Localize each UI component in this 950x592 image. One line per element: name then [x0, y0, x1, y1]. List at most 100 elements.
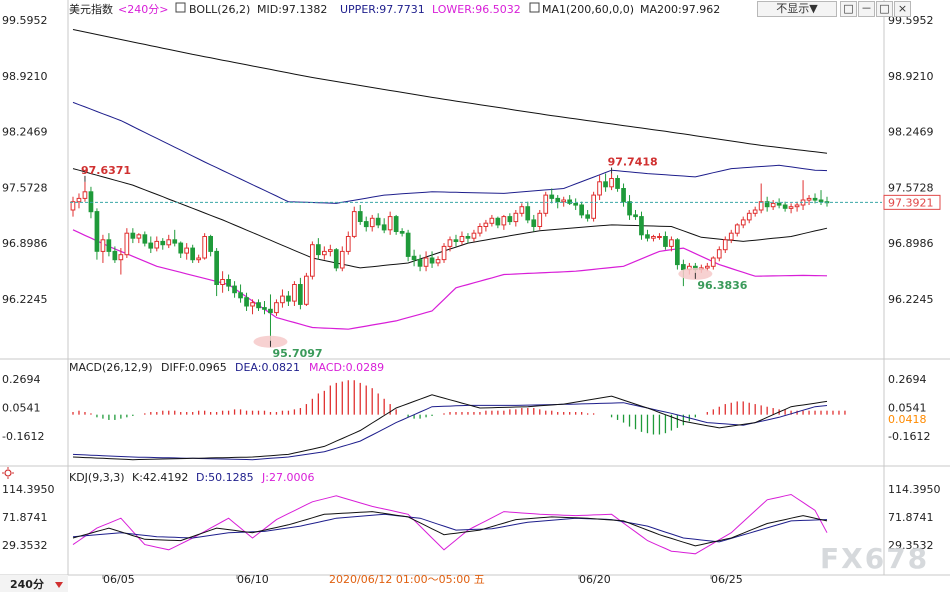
restore-button[interactable]: □ [876, 1, 893, 17]
candle-body [244, 297, 249, 307]
x-axis-label: 06/25 [711, 573, 743, 586]
candle [142, 231, 148, 247]
candle-body [710, 257, 716, 267]
candle [423, 251, 429, 272]
candle [405, 229, 411, 262]
candle-body [513, 212, 519, 223]
candle [621, 183, 626, 207]
candle-body [615, 178, 620, 189]
candle-body [142, 234, 148, 244]
kdj-d-path [72, 513, 828, 543]
panel-frames [0, 0, 950, 576]
candle [722, 236, 728, 254]
candlesticks [70, 173, 830, 341]
candle-body [250, 302, 255, 307]
main-header: 美元指数 <240分> BOLL(26,2) MID:97.1382 UPPER… [69, 2, 720, 16]
candle [716, 246, 722, 262]
candle [447, 236, 453, 252]
candle-body [381, 224, 387, 231]
candle [256, 299, 261, 311]
candle [292, 281, 297, 306]
candle-body [651, 236, 656, 239]
price-axis-right: 99.5952 98.9210 98.2469 97.5728 96.8986 96.22… [888, 14, 934, 306]
candle-body [806, 197, 812, 201]
period-badge[interactable]: 240分 [10, 577, 44, 591]
candle-body [465, 236, 471, 239]
candle-body [256, 302, 261, 309]
candle-body [393, 216, 399, 233]
candle [782, 201, 788, 212]
candle [734, 223, 740, 237]
macd-diff-path [72, 394, 828, 461]
candle-body [507, 216, 513, 223]
candle-body [160, 240, 166, 246]
candle-body [178, 242, 184, 254]
ma-label: MA1(200,60,0,0) [542, 3, 634, 16]
x-axis-labels: 06/05 06/10 06/20 06/25 [102, 573, 743, 586]
candle-body [573, 202, 578, 206]
candle-body [579, 204, 584, 216]
ma-toggle-icon[interactable] [529, 2, 540, 13]
candle [806, 195, 812, 206]
candle-body [70, 201, 76, 211]
period-dropdown-icon[interactable] [55, 582, 63, 588]
candle-body [190, 247, 196, 261]
candle [214, 248, 220, 297]
candle-body [543, 194, 549, 214]
kdj-settings-icon[interactable] [2, 467, 14, 479]
candle [232, 281, 237, 298]
period-badge-bg[interactable] [0, 575, 68, 592]
macd-axis-right: 0.2694 0.0541 -0.1612 [888, 373, 930, 443]
macd-value: MACD:0.0289 [309, 361, 384, 374]
minimize-button[interactable]: － [858, 1, 875, 17]
candle [675, 238, 680, 270]
candle [333, 248, 339, 272]
kdj-d: D:50.1285 [196, 471, 254, 484]
ma200-path [72, 29, 828, 154]
close-button[interactable]: × [894, 1, 911, 17]
candle-body [130, 232, 136, 239]
candle-body [722, 239, 728, 251]
candle [758, 183, 764, 214]
candle-body [369, 217, 375, 228]
candle [567, 195, 572, 206]
candle-body [794, 204, 800, 208]
candle [651, 234, 656, 242]
candle-body [333, 249, 339, 269]
candle [196, 254, 202, 263]
x-axis-label: 06/05 [103, 573, 135, 586]
candle [268, 294, 273, 341]
candle-body [746, 212, 752, 221]
macd-tick-right: 0.0541 [888, 402, 927, 415]
candle-body [740, 219, 746, 226]
kdj-axis-right: 114.3950 71.8741 29.3532 [888, 483, 941, 552]
window-mode-button[interactable]: □ [840, 1, 857, 17]
candle-body [734, 224, 740, 234]
kdj-k-path [72, 511, 828, 547]
candle [501, 214, 507, 230]
candle [357, 205, 363, 225]
candle [645, 229, 650, 242]
candle-body [639, 216, 644, 236]
candle-body [627, 201, 632, 216]
candle-body [633, 214, 638, 218]
candle-body [537, 212, 543, 228]
kdj-tick-right: 71.8741 [888, 511, 934, 524]
candle [657, 233, 662, 240]
candle-body [501, 216, 507, 226]
candle-body [609, 178, 614, 188]
candle-body [232, 285, 237, 294]
candle-body [399, 231, 405, 234]
candle-body [363, 221, 369, 228]
macd-tick-left: 0.2694 [2, 373, 41, 386]
price-tick-left: 96.2245 [2, 293, 48, 306]
boll-toggle-icon[interactable] [175, 2, 186, 13]
candle [812, 193, 818, 204]
candle-body [304, 275, 309, 305]
hide-indicator-button[interactable]: 不显示▼ [757, 1, 837, 17]
candle [495, 216, 501, 229]
price-tick-right: 98.2469 [888, 126, 934, 139]
cursor-time-label: 2020/06/12 01:00～05:00 五 [329, 573, 485, 586]
price-tick-right: 96.2245 [888, 293, 934, 306]
candle [82, 181, 88, 202]
